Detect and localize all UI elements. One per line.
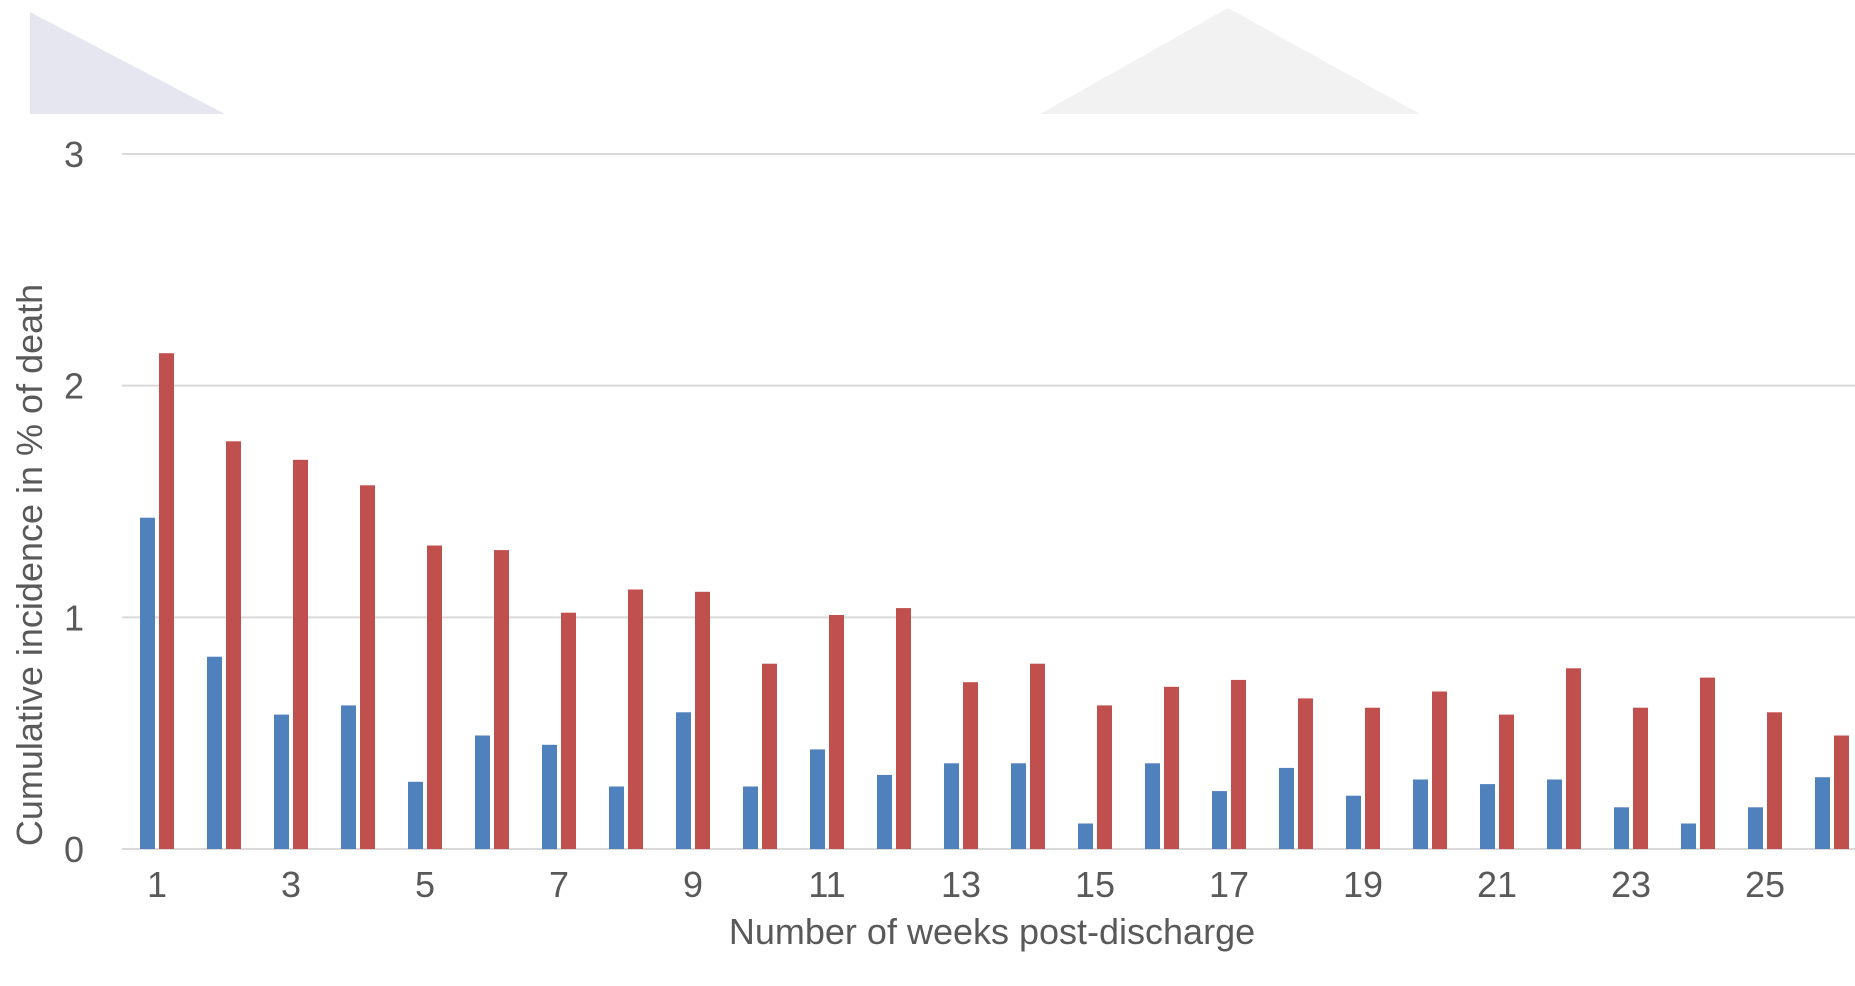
x-tick-label: 25 [1745,864,1785,905]
bar-series1-week-13 [944,763,959,849]
bars [140,353,1849,850]
x-tick-label: 19 [1343,864,1383,905]
bar-series1-week-6 [475,735,490,849]
bar-series1-week-5 [408,781,423,849]
gridlines [122,153,1855,850]
x-tick-label: 21 [1477,864,1517,905]
decorative-shapes [30,8,1420,114]
bar-series2-week-25 [1767,712,1782,849]
bar-series2-week-23 [1633,707,1648,849]
x-tick-label: 13 [941,864,981,905]
bar-series2-week-7 [561,612,576,849]
bar-series1-week-11 [810,749,825,849]
bar-series1-week-4 [341,705,356,849]
x-axis-ticks: 1 3 5 7 9 11 13 15 17 19 21 23 25 [147,864,1785,905]
y-axis-title: Cumulative incidence in % of death [9,284,50,846]
decorative-triangle-left [30,12,225,114]
bar-series1-week-22 [1547,779,1562,849]
x-axis-title: Number of weeks post-discharge [729,911,1255,952]
bar-series2-week-12 [896,608,911,849]
x-tick-label: 23 [1611,864,1651,905]
bar-series2-week-4 [360,485,375,849]
bar-series2-week-10 [762,663,777,849]
bar-series2-week-1 [159,353,174,849]
bar-series1-week-24 [1681,823,1696,849]
bar-series1-week-20 [1413,779,1428,849]
bar-series1-week-8 [609,786,624,849]
bar-series2-week-20 [1432,691,1447,849]
bar-series1-week-17 [1212,791,1227,849]
decorative-triangle-center [1040,8,1420,114]
bar-series2-week-24 [1700,677,1715,849]
bar-series2-week-8 [628,589,643,849]
x-tick-label: 5 [415,864,435,905]
bar-series1-week-2 [207,656,222,849]
y-axis-ticks: 0 1 2 3 [64,134,84,870]
bar-series2-week-17 [1231,679,1246,849]
bar-series1-week-9 [676,712,691,849]
x-tick-label: 11 [808,864,845,905]
bar-series1-week-26 [1815,777,1830,849]
y-tick-label: 1 [64,597,84,638]
x-tick-label: 3 [281,864,301,905]
bar-series1-week-16 [1145,763,1160,849]
bar-series1-week-12 [877,774,892,849]
bar-series1-week-10 [743,786,758,849]
bar-series2-week-21 [1499,714,1514,849]
x-tick-label: 15 [1075,864,1115,905]
bar-series2-week-3 [293,459,308,849]
bar-series2-week-9 [695,591,710,849]
bar-series2-week-22 [1566,668,1581,849]
bar-series2-week-26 [1834,735,1849,849]
bar-series2-week-15 [1097,705,1112,849]
bar-series2-week-16 [1164,686,1179,849]
bar-series1-week-15 [1078,823,1093,849]
bar-series1-week-25 [1748,807,1763,849]
bar-series1-week-3 [274,714,289,849]
bar-series1-week-19 [1346,795,1361,849]
bar-series2-week-14 [1030,663,1045,849]
y-tick-label: 0 [64,829,84,870]
bar-series2-week-19 [1365,707,1380,849]
x-tick-label: 17 [1209,864,1249,905]
bar-series1-week-21 [1480,784,1495,849]
y-tick-label: 2 [64,366,84,407]
x-tick-label: 7 [549,864,569,905]
bar-series1-week-14 [1011,763,1026,849]
bar-series2-week-5 [427,545,442,849]
bar-series2-week-18 [1298,698,1313,849]
bar-series2-week-6 [494,550,509,849]
bar-series1-week-1 [140,517,155,849]
bar-series1-week-23 [1614,807,1629,849]
bar-series1-week-7 [542,744,557,850]
bar-series2-week-11 [829,615,844,849]
y-tick-label: 3 [64,134,84,175]
bar-series2-week-13 [963,682,978,849]
bar-series2-week-2 [226,441,241,849]
x-tick-label: 9 [683,864,703,905]
x-tick-label: 1 [147,864,167,905]
bar-series1-week-18 [1279,767,1294,849]
